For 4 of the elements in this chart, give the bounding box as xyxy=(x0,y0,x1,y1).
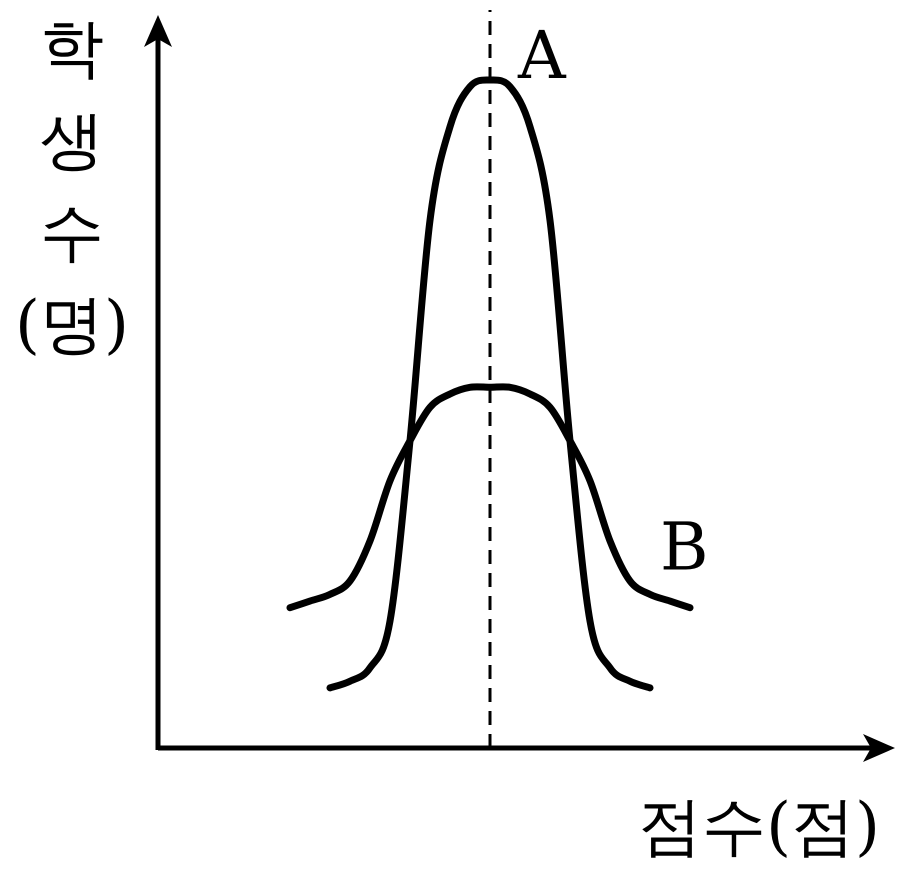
x-axis-title: 점수(점) xyxy=(638,790,880,864)
series-label: B xyxy=(660,508,709,586)
series-label: A xyxy=(517,17,567,94)
y-axis-title: 학생수(명) xyxy=(15,12,129,362)
